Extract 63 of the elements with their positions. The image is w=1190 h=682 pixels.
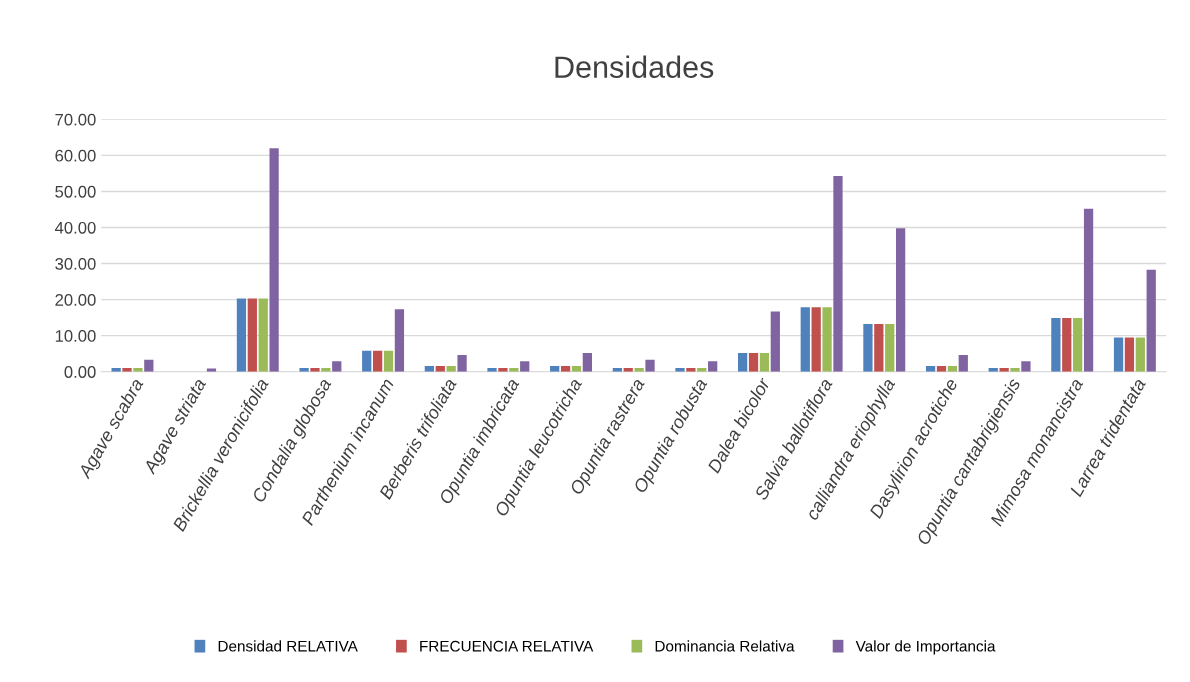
bar <box>634 368 644 372</box>
bar <box>708 361 718 372</box>
bar <box>122 368 132 372</box>
y-tick-label: 10.00 <box>55 330 96 342</box>
bar <box>895 228 906 372</box>
bar <box>822 307 832 372</box>
bar <box>1113 337 1124 372</box>
legend-label: Densidad RELATIVA <box>218 640 358 652</box>
bar <box>686 368 696 372</box>
bar <box>582 352 592 372</box>
bar <box>1073 317 1083 372</box>
y-tick-label: 20.00 <box>55 293 96 306</box>
bar <box>321 368 331 372</box>
bar <box>520 361 530 372</box>
bar <box>811 307 821 372</box>
y-tick-label: 60.00 <box>55 149 96 162</box>
bar <box>1135 337 1145 372</box>
bar <box>874 324 884 372</box>
bar <box>144 359 154 372</box>
y-tick-label: 30.00 <box>55 257 96 270</box>
bar <box>362 350 372 372</box>
bar <box>332 361 342 372</box>
bar <box>310 368 320 372</box>
legend-label: Dominancia Relativa <box>655 640 795 652</box>
y-tick-label: 0.00 <box>64 366 96 378</box>
bar <box>206 368 217 372</box>
bar <box>885 324 895 372</box>
bar <box>958 355 968 372</box>
bar <box>1083 208 1094 372</box>
bar <box>1021 361 1031 372</box>
y-tick-label: 70.00 <box>55 113 96 126</box>
bar <box>1051 317 1061 372</box>
bar <box>487 368 497 372</box>
y-tick-label: 50.00 <box>55 185 96 198</box>
bar <box>1010 368 1020 372</box>
bar <box>675 368 685 372</box>
y-tick-label: 40.00 <box>54 221 96 234</box>
bar <box>770 311 780 372</box>
bar <box>759 352 770 372</box>
bar <box>833 175 843 372</box>
bar <box>133 368 143 372</box>
bar <box>457 355 467 372</box>
bar <box>1146 269 1156 372</box>
legend-label: FRECUENCIA RELATIVA <box>420 640 594 652</box>
bar <box>258 298 268 372</box>
bar <box>1124 337 1135 372</box>
bar <box>269 148 279 372</box>
bar <box>748 352 759 372</box>
chart-title: Densidades <box>555 55 714 78</box>
bar <box>299 368 309 372</box>
bar <box>863 324 873 372</box>
bar <box>247 298 257 372</box>
bar <box>236 298 247 372</box>
bar <box>498 368 508 372</box>
bar <box>383 350 394 372</box>
legend-label: Valor de Importancia <box>855 640 996 655</box>
bar <box>800 307 810 372</box>
bar <box>1062 317 1072 372</box>
bar <box>373 350 383 372</box>
bar <box>999 368 1009 372</box>
bar <box>645 359 655 372</box>
bar <box>738 352 748 372</box>
bar <box>394 309 405 372</box>
